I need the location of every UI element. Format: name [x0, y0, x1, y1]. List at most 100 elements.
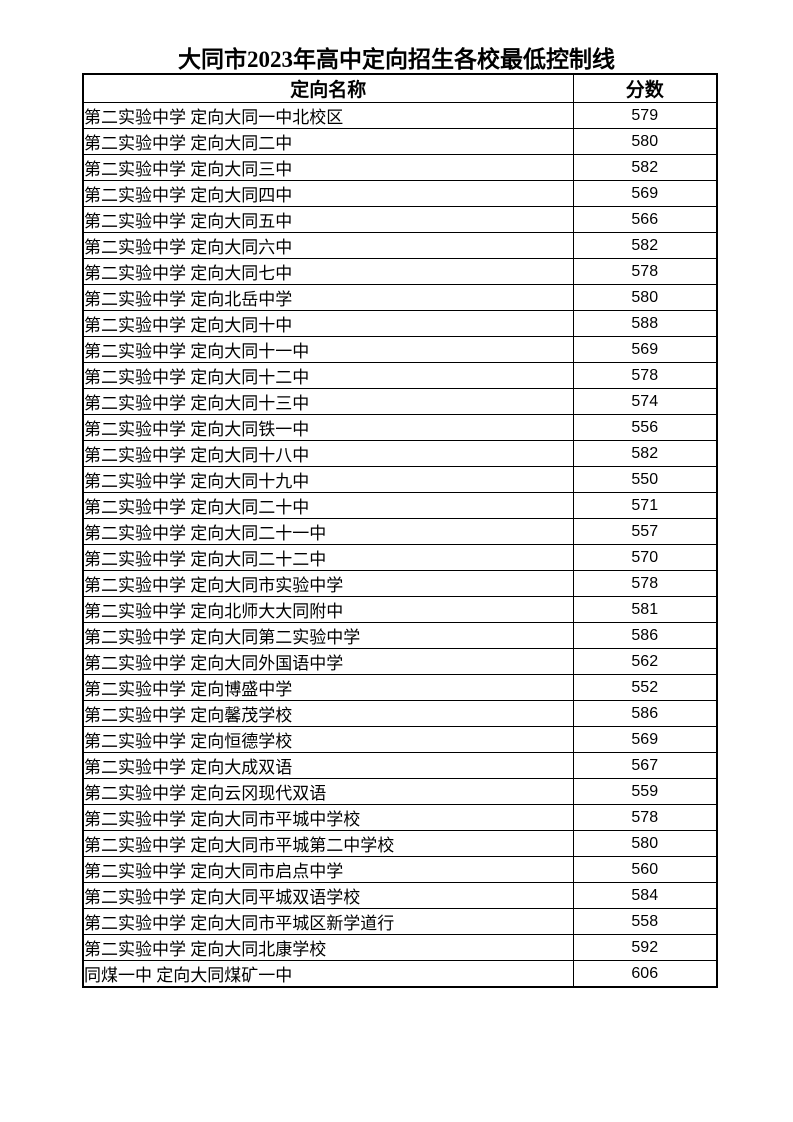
- score-cell: 559: [572, 778, 718, 805]
- school-name-cell: 第二实验中学 定向大同三中: [82, 154, 574, 181]
- score-cell: 581: [572, 596, 718, 623]
- score-cell: 569: [572, 336, 718, 363]
- school-name-cell: 第二实验中学 定向大同二十一中: [82, 518, 574, 545]
- table-row: 第二实验中学 定向大同五中 566: [82, 206, 718, 233]
- school-name-cell: 第二实验中学 定向大同铁一中: [82, 414, 574, 441]
- school-name-cell: 第二实验中学 定向大同十中: [82, 310, 574, 337]
- table-row: 第二实验中学 定向大同平城双语学校 584: [82, 882, 718, 909]
- table-row: 第二实验中学 定向大同北康学校 592: [82, 934, 718, 961]
- page-title: 大同市2023年高中定向招生各校最低控制线: [178, 47, 615, 72]
- score-cell: 556: [572, 414, 718, 441]
- school-name-cell: 第二实验中学 定向大同平城双语学校: [82, 882, 574, 909]
- score-cell: 582: [572, 232, 718, 259]
- school-name-cell: 第二实验中学 定向大同十二中: [82, 362, 574, 389]
- table-row: 第二实验中学 定向大同十二中 578: [82, 362, 718, 389]
- school-name-cell: 第二实验中学 定向大同外国语中学: [82, 648, 574, 675]
- table-row: 第二实验中学 定向大同二中 580: [82, 128, 718, 155]
- score-cell: 586: [572, 622, 718, 649]
- school-name-cell: 同煤一中 定向大同煤矿一中: [82, 960, 574, 988]
- table-row: 第二实验中学 定向博盛中学 552: [82, 674, 718, 701]
- score-cell: 578: [572, 804, 718, 831]
- column-header-name: 定向名称: [82, 73, 574, 103]
- school-name-cell: 第二实验中学 定向大同六中: [82, 232, 574, 259]
- score-cell: 560: [572, 856, 718, 883]
- score-cell: 550: [572, 466, 718, 493]
- score-cell: 592: [572, 934, 718, 961]
- school-name-cell: 第二实验中学 定向大同十一中: [82, 336, 574, 363]
- table-header-row: 定向名称 分数: [82, 73, 718, 103]
- table-row: 第二实验中学 定向大同三中 582: [82, 154, 718, 181]
- score-cell: 584: [572, 882, 718, 909]
- school-name-cell: 第二实验中学 定向大同市平城中学校: [82, 804, 574, 831]
- school-name-cell: 第二实验中学 定向大同一中北校区: [82, 102, 574, 129]
- score-cell: 574: [572, 388, 718, 415]
- school-name-cell: 第二实验中学 定向大同市启点中学: [82, 856, 574, 883]
- school-name-cell: 第二实验中学 定向大同市实验中学: [82, 570, 574, 597]
- school-name-cell: 第二实验中学 定向大同十九中: [82, 466, 574, 493]
- score-cell: 582: [572, 440, 718, 467]
- school-name-cell: 第二实验中学 定向大成双语: [82, 752, 574, 779]
- table-row: 第二实验中学 定向大同六中 582: [82, 232, 718, 259]
- school-name-cell: 第二实验中学 定向大同二十中: [82, 492, 574, 519]
- score-cell: 562: [572, 648, 718, 675]
- score-cell: 552: [572, 674, 718, 701]
- score-cell: 569: [572, 180, 718, 207]
- table-row: 第二实验中学 定向大同一中北校区 579: [82, 102, 718, 129]
- school-name-cell: 第二实验中学 定向恒德学校: [82, 726, 574, 753]
- table-row: 第二实验中学 定向大同十九中 550: [82, 466, 718, 493]
- table-row: 第二实验中学 定向大同十八中 582: [82, 440, 718, 467]
- score-cell: 566: [572, 206, 718, 233]
- table-row: 第二实验中学 定向北岳中学 580: [82, 284, 718, 311]
- school-name-cell: 第二实验中学 定向馨茂学校: [82, 700, 574, 727]
- table-row: 第二实验中学 定向大同二十中 571: [82, 492, 718, 519]
- table-row: 第二实验中学 定向馨茂学校 586: [82, 700, 718, 727]
- table-row: 第二实验中学 定向大同十一中 569: [82, 336, 718, 363]
- table-row: 第二实验中学 定向恒德学校 569: [82, 726, 718, 753]
- school-name-cell: 第二实验中学 定向云冈现代双语: [82, 778, 574, 805]
- score-cell: 578: [572, 258, 718, 285]
- table-row: 第二实验中学 定向云冈现代双语 559: [82, 778, 718, 805]
- table-row: 第二实验中学 定向大同铁一中 556: [82, 414, 718, 441]
- school-name-cell: 第二实验中学 定向大同七中: [82, 258, 574, 285]
- school-name-cell: 第二实验中学 定向大同北康学校: [82, 934, 574, 961]
- table-row: 第二实验中学 定向大同二十二中 570: [82, 544, 718, 571]
- table-row: 第二实验中学 定向大成双语 567: [82, 752, 718, 779]
- table-row: 第二实验中学 定向大同十三中 574: [82, 388, 718, 415]
- score-cell: 579: [572, 102, 718, 129]
- score-cell: 580: [572, 284, 718, 311]
- school-name-cell: 第二实验中学 定向大同第二实验中学: [82, 622, 574, 649]
- table-row: 第二实验中学 定向大同十中 588: [82, 310, 718, 337]
- school-name-cell: 第二实验中学 定向博盛中学: [82, 674, 574, 701]
- score-cell: 588: [572, 310, 718, 337]
- score-cell: 571: [572, 492, 718, 519]
- school-name-cell: 第二实验中学 定向大同市平城区新学道行: [82, 908, 574, 935]
- table-row: 第二实验中学 定向大同四中 569: [82, 180, 718, 207]
- table-row: 第二实验中学 定向大同市平城第二中学校 580: [82, 830, 718, 857]
- table-row: 第二实验中学 定向大同第二实验中学 586: [82, 622, 718, 649]
- school-name-cell: 第二实验中学 定向北岳中学: [82, 284, 574, 311]
- table-row: 第二实验中学 定向大同外国语中学 562: [82, 648, 718, 675]
- score-cell: 557: [572, 518, 718, 545]
- score-cell: 582: [572, 154, 718, 181]
- table-row: 同煤一中 定向大同煤矿一中 606: [82, 960, 718, 988]
- table-row: 第二实验中学 定向大同市平城中学校 578: [82, 804, 718, 831]
- score-cell: 578: [572, 362, 718, 389]
- score-cell: 580: [572, 830, 718, 857]
- school-name-cell: 第二实验中学 定向北师大大同附中: [82, 596, 574, 623]
- score-cell: 558: [572, 908, 718, 935]
- scores-table: 定向名称 分数 第二实验中学 定向大同一中北校区 579 第二实验中学 定向大同二中…: [82, 73, 718, 988]
- school-name-cell: 第二实验中学 定向大同四中: [82, 180, 574, 207]
- score-cell: 606: [572, 960, 718, 988]
- score-cell: 580: [572, 128, 718, 155]
- school-name-cell: 第二实验中学 定向大同五中: [82, 206, 574, 233]
- table-row: 第二实验中学 定向大同二十一中 557: [82, 518, 718, 545]
- school-name-cell: 第二实验中学 定向大同二中: [82, 128, 574, 155]
- score-cell: 578: [572, 570, 718, 597]
- table-row: 第二实验中学 定向大同市实验中学 578: [82, 570, 718, 597]
- table-row: 第二实验中学 定向大同七中 578: [82, 258, 718, 285]
- table-row: 第二实验中学 定向北师大大同附中 581: [82, 596, 718, 623]
- school-name-cell: 第二实验中学 定向大同十八中: [82, 440, 574, 467]
- table-row: 第二实验中学 定向大同市启点中学 560: [82, 856, 718, 883]
- school-name-cell: 第二实验中学 定向大同十三中: [82, 388, 574, 415]
- score-cell: 586: [572, 700, 718, 727]
